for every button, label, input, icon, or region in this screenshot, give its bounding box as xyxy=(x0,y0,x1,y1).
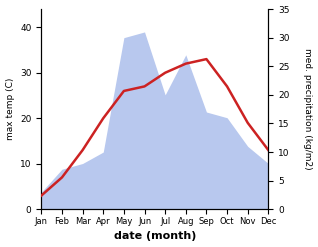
Y-axis label: max temp (C): max temp (C) xyxy=(5,78,15,140)
Y-axis label: med. precipitation (kg/m2): med. precipitation (kg/m2) xyxy=(303,48,313,170)
X-axis label: date (month): date (month) xyxy=(114,231,196,242)
